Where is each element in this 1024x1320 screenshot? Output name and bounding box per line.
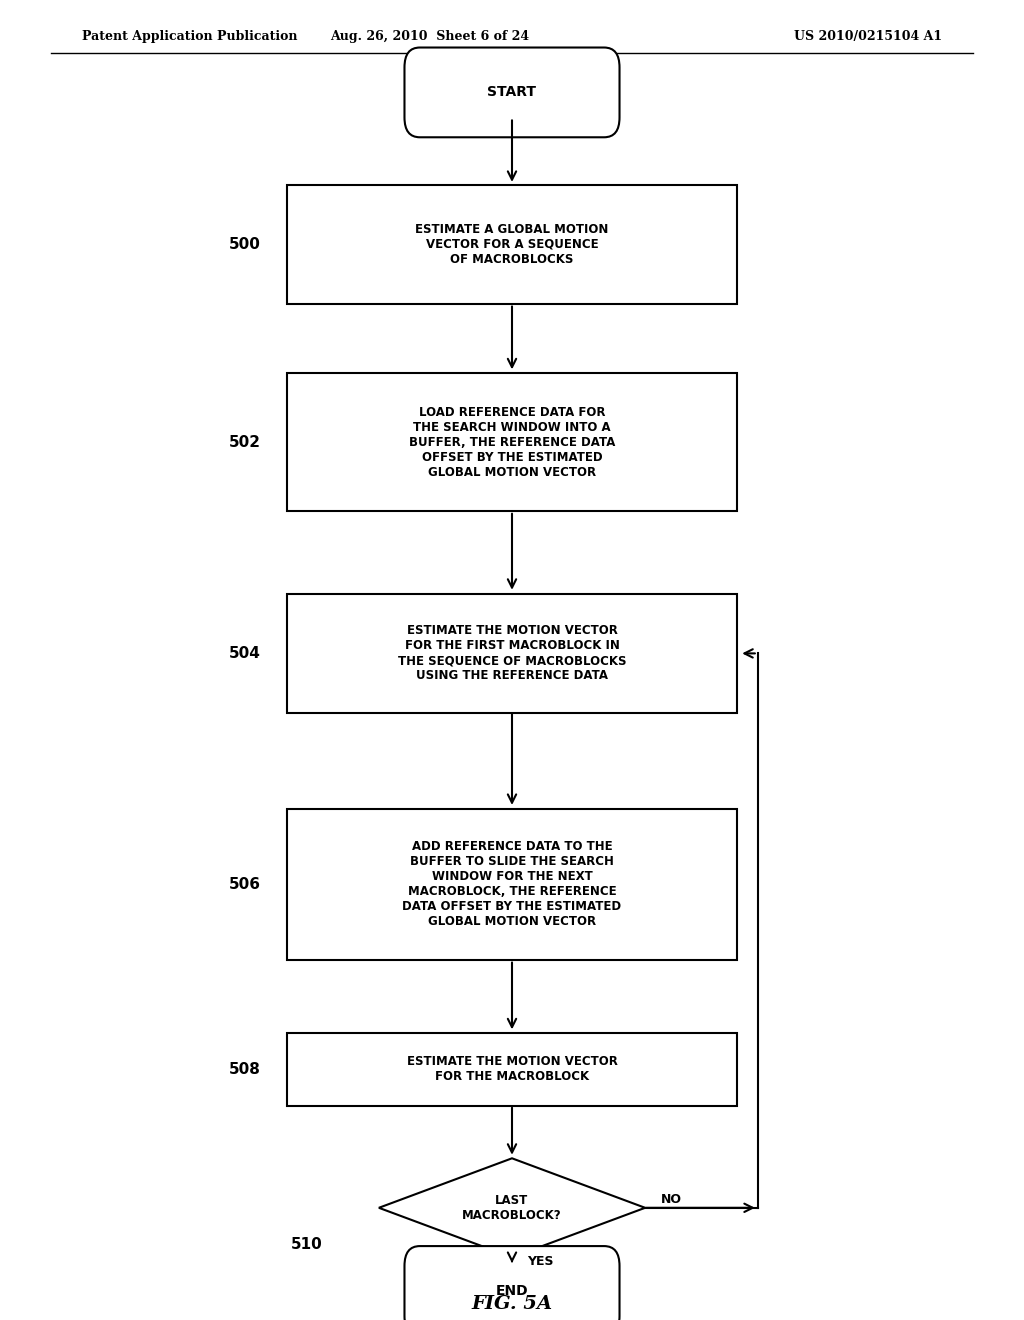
Text: 510: 510 — [291, 1237, 323, 1253]
Text: LAST
MACROBLOCK?: LAST MACROBLOCK? — [462, 1193, 562, 1222]
FancyBboxPatch shape — [404, 48, 620, 137]
Text: END: END — [496, 1284, 528, 1298]
Text: 506: 506 — [229, 876, 261, 892]
FancyBboxPatch shape — [287, 594, 737, 713]
Text: 504: 504 — [229, 645, 261, 661]
Text: ESTIMATE THE MOTION VECTOR
FOR THE FIRST MACROBLOCK IN
THE SEQUENCE OF MACROBLOC: ESTIMATE THE MOTION VECTOR FOR THE FIRST… — [397, 624, 627, 682]
Text: LOAD REFERENCE DATA FOR
THE SEARCH WINDOW INTO A
BUFFER, THE REFERENCE DATA
OFFS: LOAD REFERENCE DATA FOR THE SEARCH WINDO… — [409, 405, 615, 479]
FancyBboxPatch shape — [404, 1246, 620, 1320]
Text: ESTIMATE THE MOTION VECTOR
FOR THE MACROBLOCK: ESTIMATE THE MOTION VECTOR FOR THE MACRO… — [407, 1055, 617, 1084]
FancyBboxPatch shape — [287, 808, 737, 961]
Text: FIG. 5A: FIG. 5A — [471, 1295, 553, 1313]
Text: 500: 500 — [229, 236, 261, 252]
Polygon shape — [379, 1159, 645, 1257]
Text: 502: 502 — [229, 434, 261, 450]
Text: NO: NO — [660, 1193, 682, 1206]
Text: YES: YES — [527, 1255, 554, 1269]
Text: START: START — [487, 86, 537, 99]
Text: Aug. 26, 2010  Sheet 6 of 24: Aug. 26, 2010 Sheet 6 of 24 — [331, 30, 529, 44]
FancyBboxPatch shape — [287, 185, 737, 304]
FancyBboxPatch shape — [287, 372, 737, 511]
Text: ESTIMATE A GLOBAL MOTION
VECTOR FOR A SEQUENCE
OF MACROBLOCKS: ESTIMATE A GLOBAL MOTION VECTOR FOR A SE… — [416, 223, 608, 265]
FancyBboxPatch shape — [287, 1032, 737, 1106]
Text: US 2010/0215104 A1: US 2010/0215104 A1 — [794, 30, 942, 44]
Text: 508: 508 — [229, 1061, 261, 1077]
Text: ADD REFERENCE DATA TO THE
BUFFER TO SLIDE THE SEARCH
WINDOW FOR THE NEXT
MACROBL: ADD REFERENCE DATA TO THE BUFFER TO SLID… — [402, 841, 622, 928]
Text: Patent Application Publication: Patent Application Publication — [82, 30, 297, 44]
